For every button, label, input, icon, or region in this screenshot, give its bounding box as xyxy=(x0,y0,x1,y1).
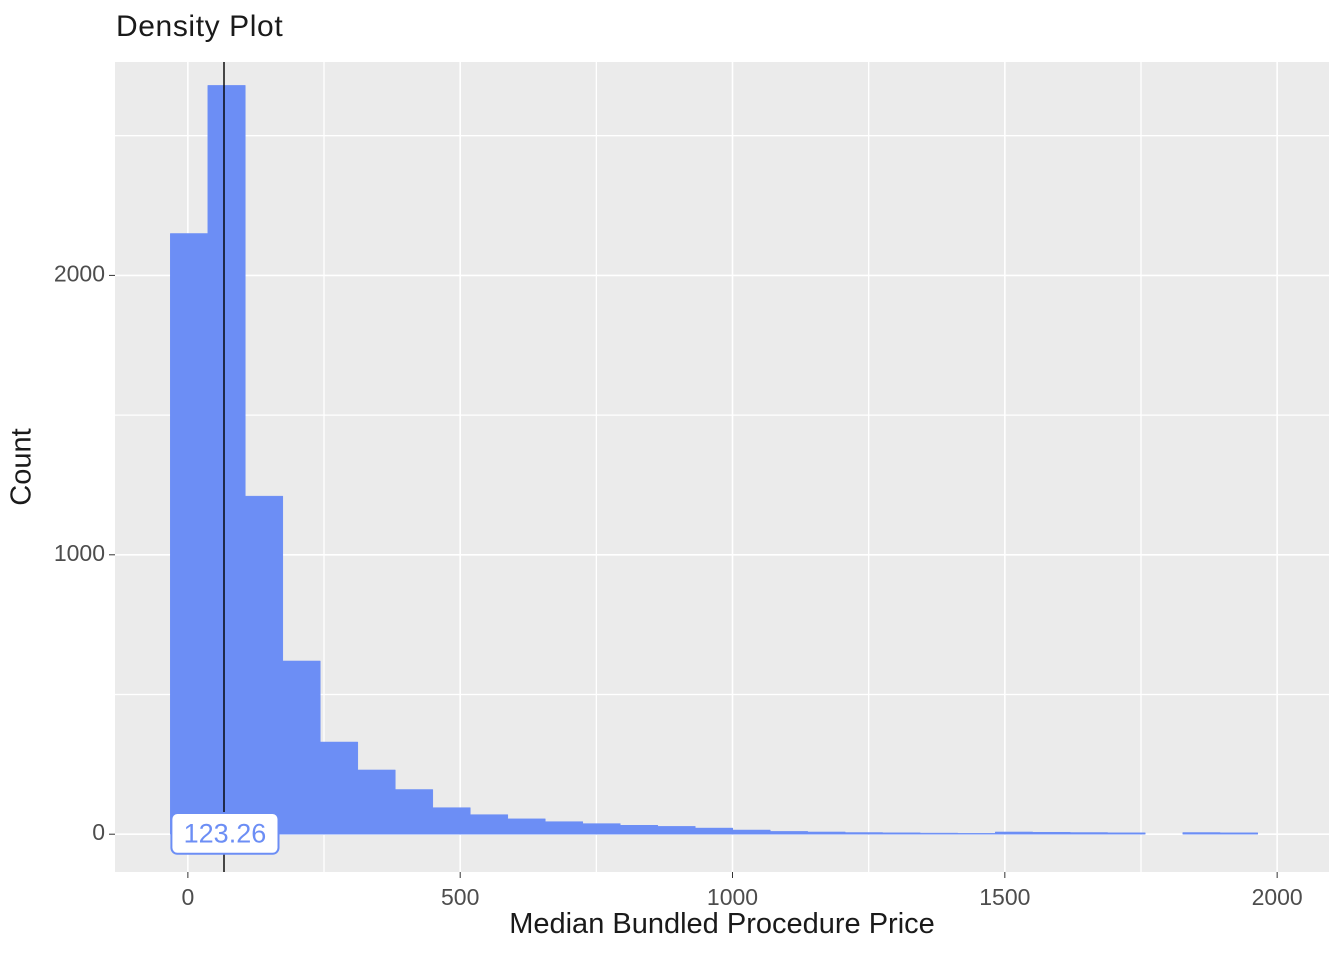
svg-text:0: 0 xyxy=(181,884,194,910)
svg-text:1500: 1500 xyxy=(979,884,1030,910)
svg-text:1000: 1000 xyxy=(54,540,105,566)
svg-text:123.26: 123.26 xyxy=(184,818,267,848)
svg-text:2000: 2000 xyxy=(54,260,105,286)
svg-text:0: 0 xyxy=(92,819,105,845)
svg-text:2000: 2000 xyxy=(1252,884,1303,910)
svg-text:1000: 1000 xyxy=(707,884,758,910)
svg-text:500: 500 xyxy=(441,884,479,910)
